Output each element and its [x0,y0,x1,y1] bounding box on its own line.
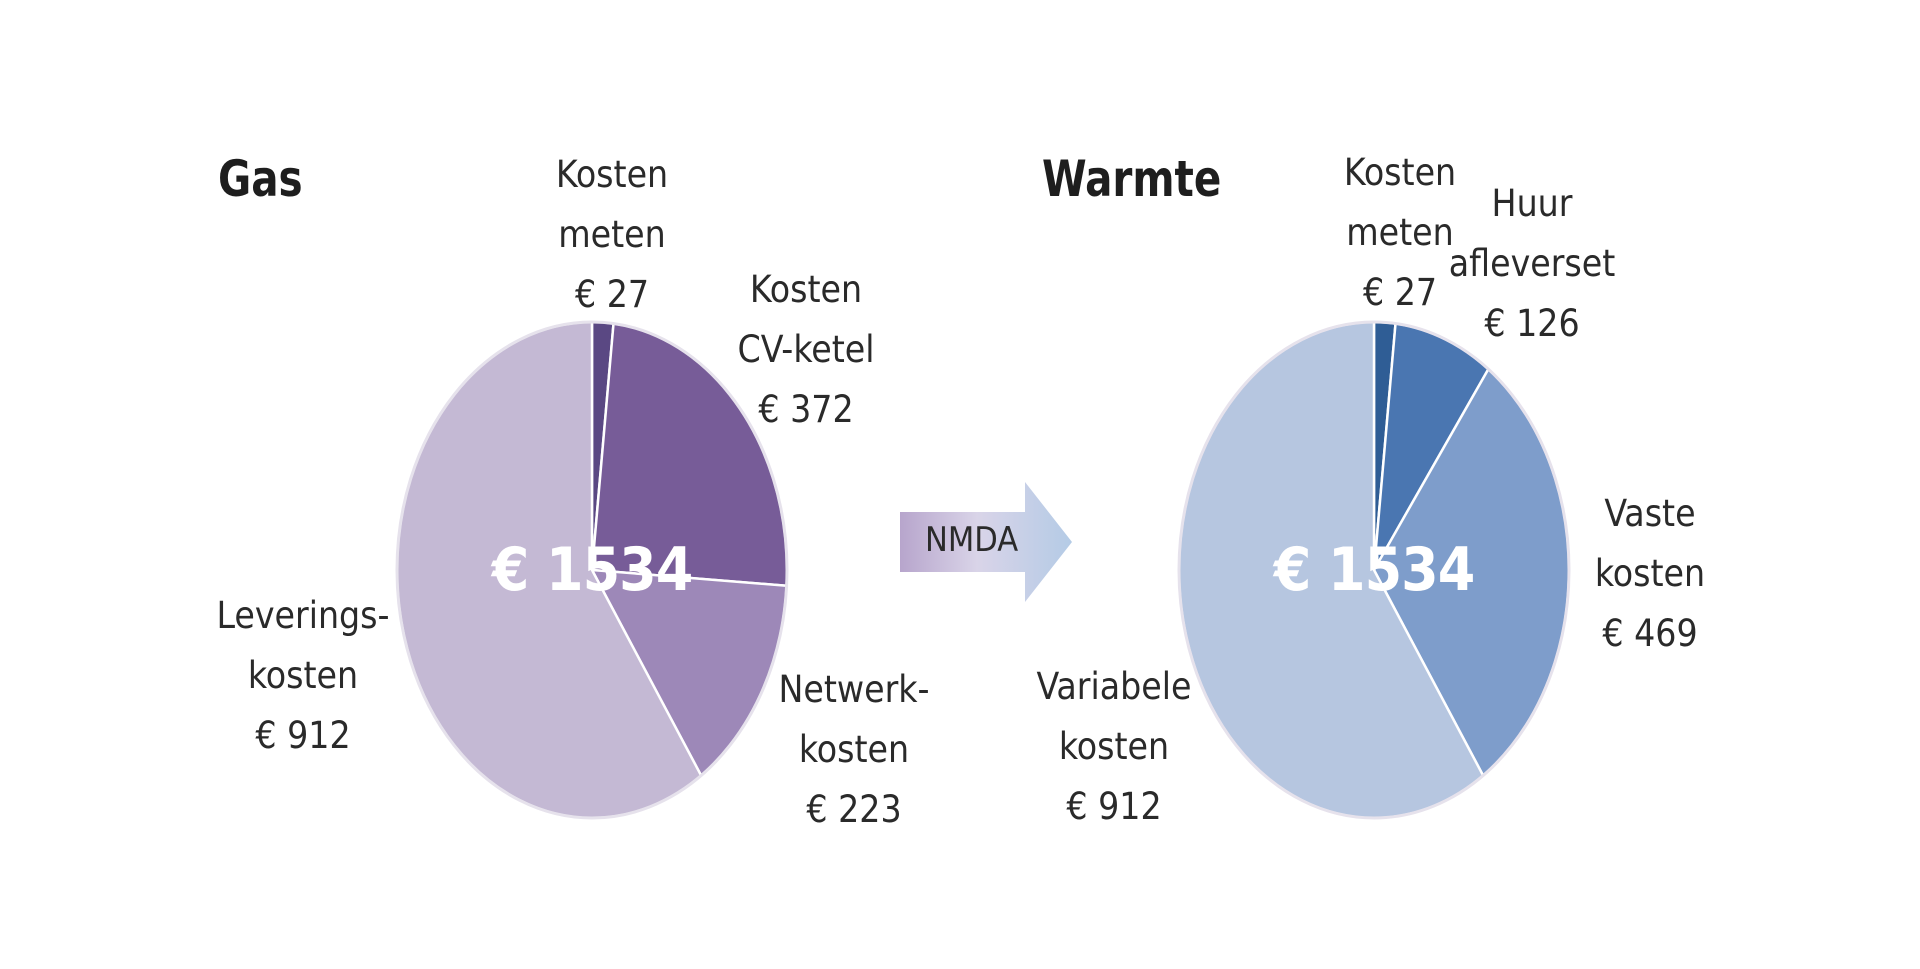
warmte-pie [1177,320,1571,820]
gas-slice-label-kosten-cv-ketel: Kosten CV-ketel € 372 [737,260,874,440]
slice-name-line: kosten [1594,552,1706,595]
slice-value-label: € 126 [1484,302,1580,345]
slice-name-line: Kosten [555,153,669,196]
slice-name-line: kosten [247,654,359,697]
warmte-slice-label-huur-afleverset: Huur afleverset € 126 [1449,174,1616,354]
warmte-chart-title: Warmte [1042,150,1222,208]
slice-name-line: Netwerk- [778,668,930,711]
slice-value-label: € 27 [574,273,650,316]
slice-value-label: € 469 [1602,612,1698,655]
slice-name-line: Kosten [1343,151,1457,194]
slice-name-line: Kosten [749,268,863,311]
slice-name-line: Huur [1491,182,1573,225]
slice-value-label: € 372 [758,388,854,431]
warmte-slice-label-kosten-meten: Kosten meten € 27 [1344,143,1456,323]
slice-name-line: Variabele [1036,665,1192,708]
gas-pie [395,320,789,820]
gas-pie-outline [395,320,789,820]
slice-value-label: € 223 [806,788,902,831]
warmte-slice-label-vaste-kosten: Vaste kosten € 469 [1595,484,1705,664]
gas-slice-label-kosten-meten: Kosten meten € 27 [556,145,668,325]
slice-name-line: CV-ketel [737,328,875,371]
slice-name-line: meten [1346,211,1454,254]
slice-name-line: meten [558,213,666,256]
slice-name-line: Vaste [1604,492,1696,535]
nmda-arrow-label: NMDA [925,520,1019,560]
slice-name-line: kosten [1058,725,1170,768]
slice-name-line: Leverings- [216,594,390,637]
gas-total-label: € 1534 [491,535,694,605]
warmte-slice-label-variabele-kosten: Variabele kosten € 912 [1037,657,1192,837]
slice-value-label: € 27 [1362,271,1438,314]
slice-name-line: afleverset [1448,242,1616,285]
warmte-pie-outline [1177,320,1571,820]
slice-value-label: € 912 [255,714,351,757]
warmte-total-label: € 1534 [1273,535,1476,605]
slice-name-line: kosten [798,728,910,771]
slice-value-label: € 912 [1066,785,1162,828]
gas-slice-label-netwerkkosten: Netwerk- kosten € 223 [778,660,929,840]
nmda-arrow-icon [900,482,1072,602]
gas-slice-label-leveringskosten: Leverings- kosten € 912 [216,586,389,766]
gas-chart-title: Gas [218,150,303,208]
